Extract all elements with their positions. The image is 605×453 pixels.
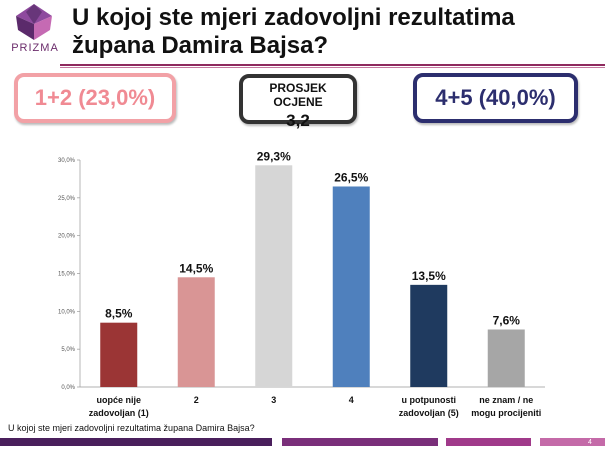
page-number: 4 bbox=[588, 439, 592, 446]
category-label: ne znam / ne bbox=[479, 395, 533, 405]
footer-strip bbox=[540, 438, 605, 446]
prizma-logo: PRIZMA bbox=[4, 2, 66, 66]
prizma-logo-icon bbox=[16, 4, 52, 40]
bar bbox=[255, 165, 293, 387]
bar-value-label: 29,3% bbox=[257, 149, 291, 163]
page-title: U kojoj ste mjeri zadovoljni rezultatima… bbox=[72, 4, 515, 59]
footer-strip bbox=[446, 438, 531, 446]
category-label: mogu procijeniti bbox=[471, 408, 541, 418]
average-score-label: PROSJEK OCJENE bbox=[269, 81, 327, 109]
category-label: zadovoljan (1) bbox=[89, 408, 149, 418]
bar bbox=[410, 284, 448, 387]
y-tick-label: 30,0% bbox=[58, 158, 76, 164]
bar-value-label: 26,5% bbox=[334, 170, 368, 184]
y-tick-label: 20,0% bbox=[58, 234, 76, 240]
bar-value-label: 7,6% bbox=[493, 313, 521, 327]
bar bbox=[177, 277, 215, 387]
category-label: 4 bbox=[349, 395, 354, 405]
category-label: zadovoljan (5) bbox=[399, 408, 459, 418]
y-tick-label: 0,0% bbox=[61, 385, 75, 391]
bar-value-label: 8,5% bbox=[105, 307, 133, 321]
y-tick-label: 15,0% bbox=[58, 272, 76, 278]
bar-value-label: 14,5% bbox=[179, 261, 213, 275]
satisfied-summary-box: 4+5 (40,0%) bbox=[413, 73, 578, 123]
bar bbox=[487, 329, 525, 387]
logo-wordmark: PRIZMA bbox=[11, 42, 59, 54]
chart-svg: 0,0% 5,0% 10,0% 15,0% 20,0% 25,0% 30,0% 8,5% uop… bbox=[58, 149, 545, 418]
title-divider bbox=[60, 64, 605, 70]
satisfaction-bar-chart: 0,0% 5,0% 10,0% 15,0% 20,0% 25,0% 30,0% 8,5% uop… bbox=[0, 130, 605, 430]
bar-value-label: 13,5% bbox=[412, 269, 446, 283]
bar bbox=[332, 186, 370, 387]
category-label: 2 bbox=[194, 395, 199, 405]
dissatisfied-summary-value: 1+2 (23,0%) bbox=[34, 85, 156, 110]
dissatisfied-summary-box: 1+2 (23,0%) bbox=[14, 73, 176, 123]
footer-strip bbox=[282, 438, 438, 446]
average-score-box: PROSJEK OCJENE 3,2 bbox=[239, 74, 357, 130]
category-label: uopće nije bbox=[96, 395, 141, 405]
y-tick-label: 5,0% bbox=[61, 347, 75, 353]
category-label: 3 bbox=[271, 395, 276, 405]
y-tick-label: 25,0% bbox=[58, 196, 76, 202]
bar bbox=[100, 322, 138, 387]
y-tick-label: 10,0% bbox=[58, 309, 76, 315]
footer-strip bbox=[0, 438, 272, 446]
survey-question: U kojoj ste mjeri zadovoljni rezultatima… bbox=[8, 423, 255, 433]
satisfied-summary-value: 4+5 (40,0%) bbox=[435, 85, 556, 110]
average-score-value: 3,2 bbox=[286, 111, 310, 130]
category-label: u potpunosti bbox=[402, 395, 456, 405]
